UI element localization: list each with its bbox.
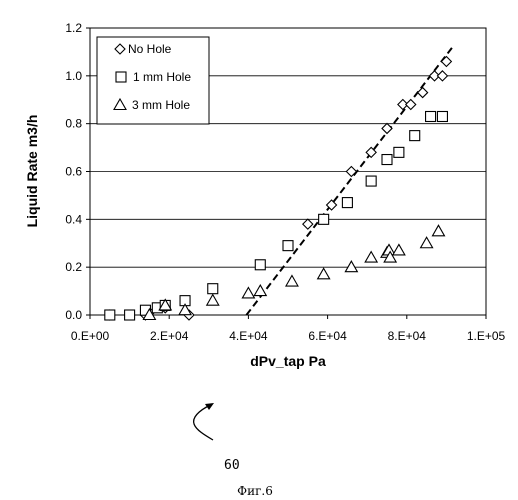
- x-tick-label: 8.E+04: [388, 329, 427, 343]
- data-point-triangle: [393, 244, 405, 255]
- y-tick-label: 0.4: [65, 212, 82, 226]
- y-tick-label: 0.2: [65, 260, 82, 274]
- data-point-diamond: [382, 123, 392, 133]
- data-point-square: [394, 147, 404, 157]
- figure-caption: Фиг.6: [237, 484, 273, 498]
- data-point-square: [105, 310, 115, 320]
- data-point-diamond: [406, 100, 416, 110]
- y-tick-label: 0.0: [65, 308, 82, 322]
- x-tick-label: 0.E+00: [71, 329, 110, 343]
- x-tick-label: 1.E+05: [467, 329, 506, 343]
- x-tick-label: 2.E+04: [150, 329, 189, 343]
- data-point-triangle: [242, 287, 254, 298]
- x-axis-title: dPv_tap Pa: [250, 353, 326, 369]
- reference-numeral: 60: [224, 458, 240, 473]
- y-axis-title: Liquid Rate m3/h: [24, 115, 40, 228]
- data-point-triangle: [432, 225, 444, 236]
- data-point-triangle: [365, 252, 377, 263]
- y-tick-label: 1.2: [65, 21, 82, 35]
- data-point-square: [125, 310, 135, 320]
- x-tick-label: 4.E+04: [229, 329, 268, 343]
- trendline: [246, 45, 454, 315]
- y-axis-ticks: 0.0 0.2 0.4 0.6 0.8 1.0 1.2: [65, 21, 90, 322]
- y-tick-label: 0.8: [65, 117, 82, 131]
- data-point-triangle: [207, 295, 219, 306]
- legend: No Hole 1 mm Hole 3 mm Hole: [97, 37, 209, 124]
- y-tick-label: 1.0: [65, 69, 82, 83]
- data-point-square: [255, 260, 265, 270]
- data-point-square: [437, 111, 447, 121]
- data-point-square: [426, 111, 436, 121]
- legend-label-no-hole: No Hole: [128, 42, 172, 56]
- data-point-square: [366, 176, 376, 186]
- y-tick-label: 0.6: [65, 165, 82, 179]
- data-point-triangle: [345, 261, 357, 272]
- data-point-square: [410, 131, 420, 141]
- data-point-triangle: [254, 285, 266, 296]
- trendline-group: [246, 45, 454, 315]
- data-point-diamond: [418, 88, 428, 98]
- data-point-square: [283, 241, 293, 251]
- data-point-square: [382, 155, 392, 165]
- data-point-square: [342, 198, 352, 208]
- data-point-triangle: [286, 276, 298, 287]
- x-tick-label: 6.E+04: [308, 329, 347, 343]
- data-point-triangle: [421, 237, 433, 248]
- data-point-square: [208, 284, 218, 294]
- data-point-triangle: [318, 268, 330, 279]
- legend-symbol-square-icon: [116, 72, 126, 82]
- legend-label-3mm-hole: 3 mm Hole: [132, 98, 190, 112]
- x-axis-ticks: 0.E+00 2.E+04 4.E+04 6.E+04 8.E+04 1.E+05: [71, 315, 506, 343]
- data-point-square: [319, 214, 329, 224]
- reference-arrow: [194, 404, 213, 440]
- legend-label-1mm-hole: 1 mm Hole: [133, 70, 191, 84]
- data-point-diamond: [303, 219, 313, 229]
- data-point-diamond: [437, 71, 447, 81]
